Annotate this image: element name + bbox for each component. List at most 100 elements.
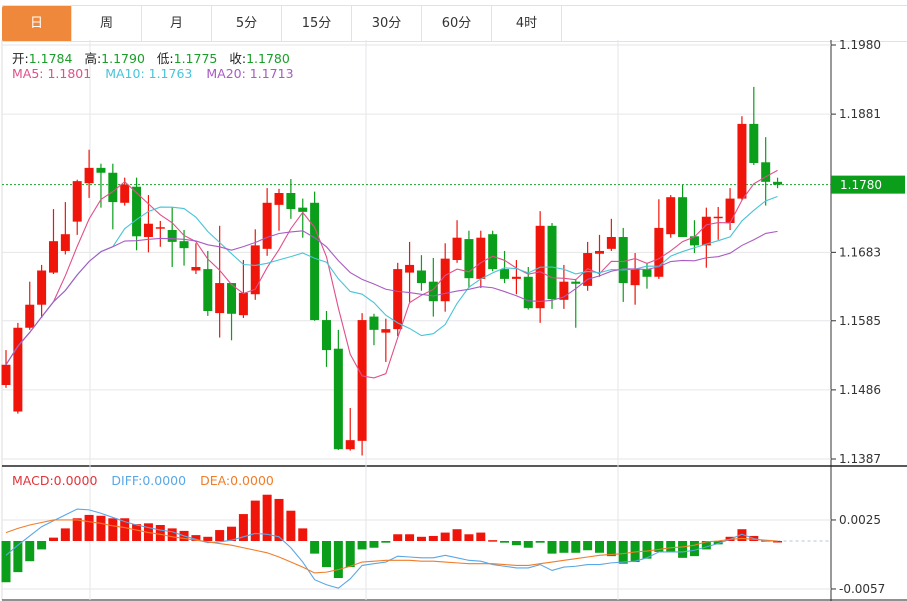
tab-4hour[interactable]: 4时 <box>492 6 562 41</box>
macd-histogram-bar <box>215 530 225 541</box>
macd-legend: MACD:0.0000 DIFF:0.0000 DEA:0.0000 <box>12 473 278 488</box>
tab-week[interactable]: 周 <box>72 6 142 41</box>
tab-30min[interactable]: 30分 <box>352 6 422 41</box>
candle-body <box>583 253 593 286</box>
candle <box>500 250 510 284</box>
candle-body <box>143 223 153 237</box>
candle-body <box>381 329 391 333</box>
candle <box>737 116 747 200</box>
open-value: 1.1784 <box>28 51 73 66</box>
macd-histogram-bar <box>227 526 237 541</box>
candle-body <box>227 283 237 314</box>
candle-body <box>345 440 355 450</box>
candle-body <box>1 364 11 385</box>
candle-body <box>238 292 248 316</box>
current-price-tag <box>831 175 905 194</box>
candle-body <box>274 193 284 205</box>
tab-day[interactable]: 日 <box>2 6 72 41</box>
macd-histogram-bar <box>310 541 320 554</box>
macd-histogram-bar <box>737 529 747 541</box>
candle-body <box>452 237 462 261</box>
candle <box>393 262 403 337</box>
high-label: 高: <box>84 51 102 66</box>
candle-body <box>559 281 569 300</box>
candle <box>84 149 94 198</box>
macd-histogram-bar <box>571 541 581 553</box>
diff-value: DIFF:0.0000 <box>111 473 187 488</box>
candle <box>321 310 331 367</box>
macd-histogram-bar <box>488 540 498 542</box>
candle <box>238 260 248 318</box>
candle <box>405 241 415 302</box>
candle-body <box>761 162 771 182</box>
macd-histogram-bar <box>369 541 379 548</box>
macd-histogram-bar <box>642 541 652 559</box>
candle <box>571 278 581 328</box>
candle <box>713 206 723 240</box>
candle <box>666 195 676 238</box>
candle-body <box>476 237 486 279</box>
candle-body <box>203 269 213 311</box>
macd-histogram-bar <box>381 541 391 543</box>
candle-body <box>310 202 320 321</box>
candle-body <box>571 281 581 284</box>
macd-histogram-bar <box>393 534 403 541</box>
macd-histogram-bar <box>500 541 510 543</box>
candle-body <box>96 167 106 173</box>
candle-body <box>642 269 652 277</box>
macd-histogram-bar <box>345 541 355 568</box>
candle-body <box>737 123 747 199</box>
candle <box>72 179 82 235</box>
candle-body <box>500 269 510 279</box>
candle <box>606 218 616 251</box>
macd-histogram-bar <box>96 515 106 541</box>
candle <box>13 322 23 414</box>
macd-histogram-bar <box>606 541 616 557</box>
candle-body <box>547 225 557 300</box>
macd-histogram-bar <box>405 534 415 541</box>
candle-body <box>191 267 201 271</box>
macd-histogram-bar <box>583 541 593 551</box>
open-label: 开: <box>12 51 29 66</box>
price-tick-label: 1.1387 <box>839 452 881 466</box>
tab-60min[interactable]: 60分 <box>422 6 492 41</box>
ohlc-legend: 开:1.1784 高:1.1790 低:1.1775 收:1.1780 <box>12 48 294 67</box>
macd-histogram-bar <box>654 541 664 552</box>
macd-histogram-bar <box>333 541 343 579</box>
candle-body <box>654 227 664 277</box>
candle <box>488 230 498 272</box>
macd-histogram-bar <box>559 541 569 553</box>
candle <box>381 318 391 362</box>
macd-histogram-bar <box>298 528 308 541</box>
macd-histogram-bar <box>120 518 130 541</box>
candle-body <box>701 216 711 246</box>
macd-histogram-bar <box>357 541 367 550</box>
tab-15min[interactable]: 15分 <box>282 6 352 41</box>
macd-histogram-bar <box>452 529 462 541</box>
candle <box>595 234 604 277</box>
diff-line <box>5 508 778 589</box>
dea-value: DEA:0.0000 <box>200 473 274 488</box>
candle <box>25 281 35 330</box>
tab-5min[interactable]: 5分 <box>212 6 282 41</box>
candle-body <box>262 202 272 249</box>
ma5-value: MA5: 1.1801 <box>12 66 92 81</box>
high-value: 1.1790 <box>101 51 145 66</box>
low-label: 低: <box>156 51 174 66</box>
candle <box>286 179 296 219</box>
macd-histogram-bar <box>167 528 177 541</box>
tab-month[interactable]: 月 <box>142 6 212 41</box>
candle <box>678 184 688 237</box>
candle-body <box>298 207 308 212</box>
candle-body <box>428 281 438 302</box>
candle-body <box>713 216 723 219</box>
macd-tick-label: 0.0025 <box>839 513 881 527</box>
candle-body <box>606 236 616 249</box>
candle <box>761 137 771 206</box>
macd-histogram-bar <box>511 541 521 546</box>
ma5-line <box>5 169 778 379</box>
macd-histogram-bar <box>428 535 438 541</box>
ma-legend: MA5: 1.1801 MA10: 1.1763 MA20: 1.1713 <box>12 66 298 81</box>
macd-histogram-bar <box>595 541 604 553</box>
